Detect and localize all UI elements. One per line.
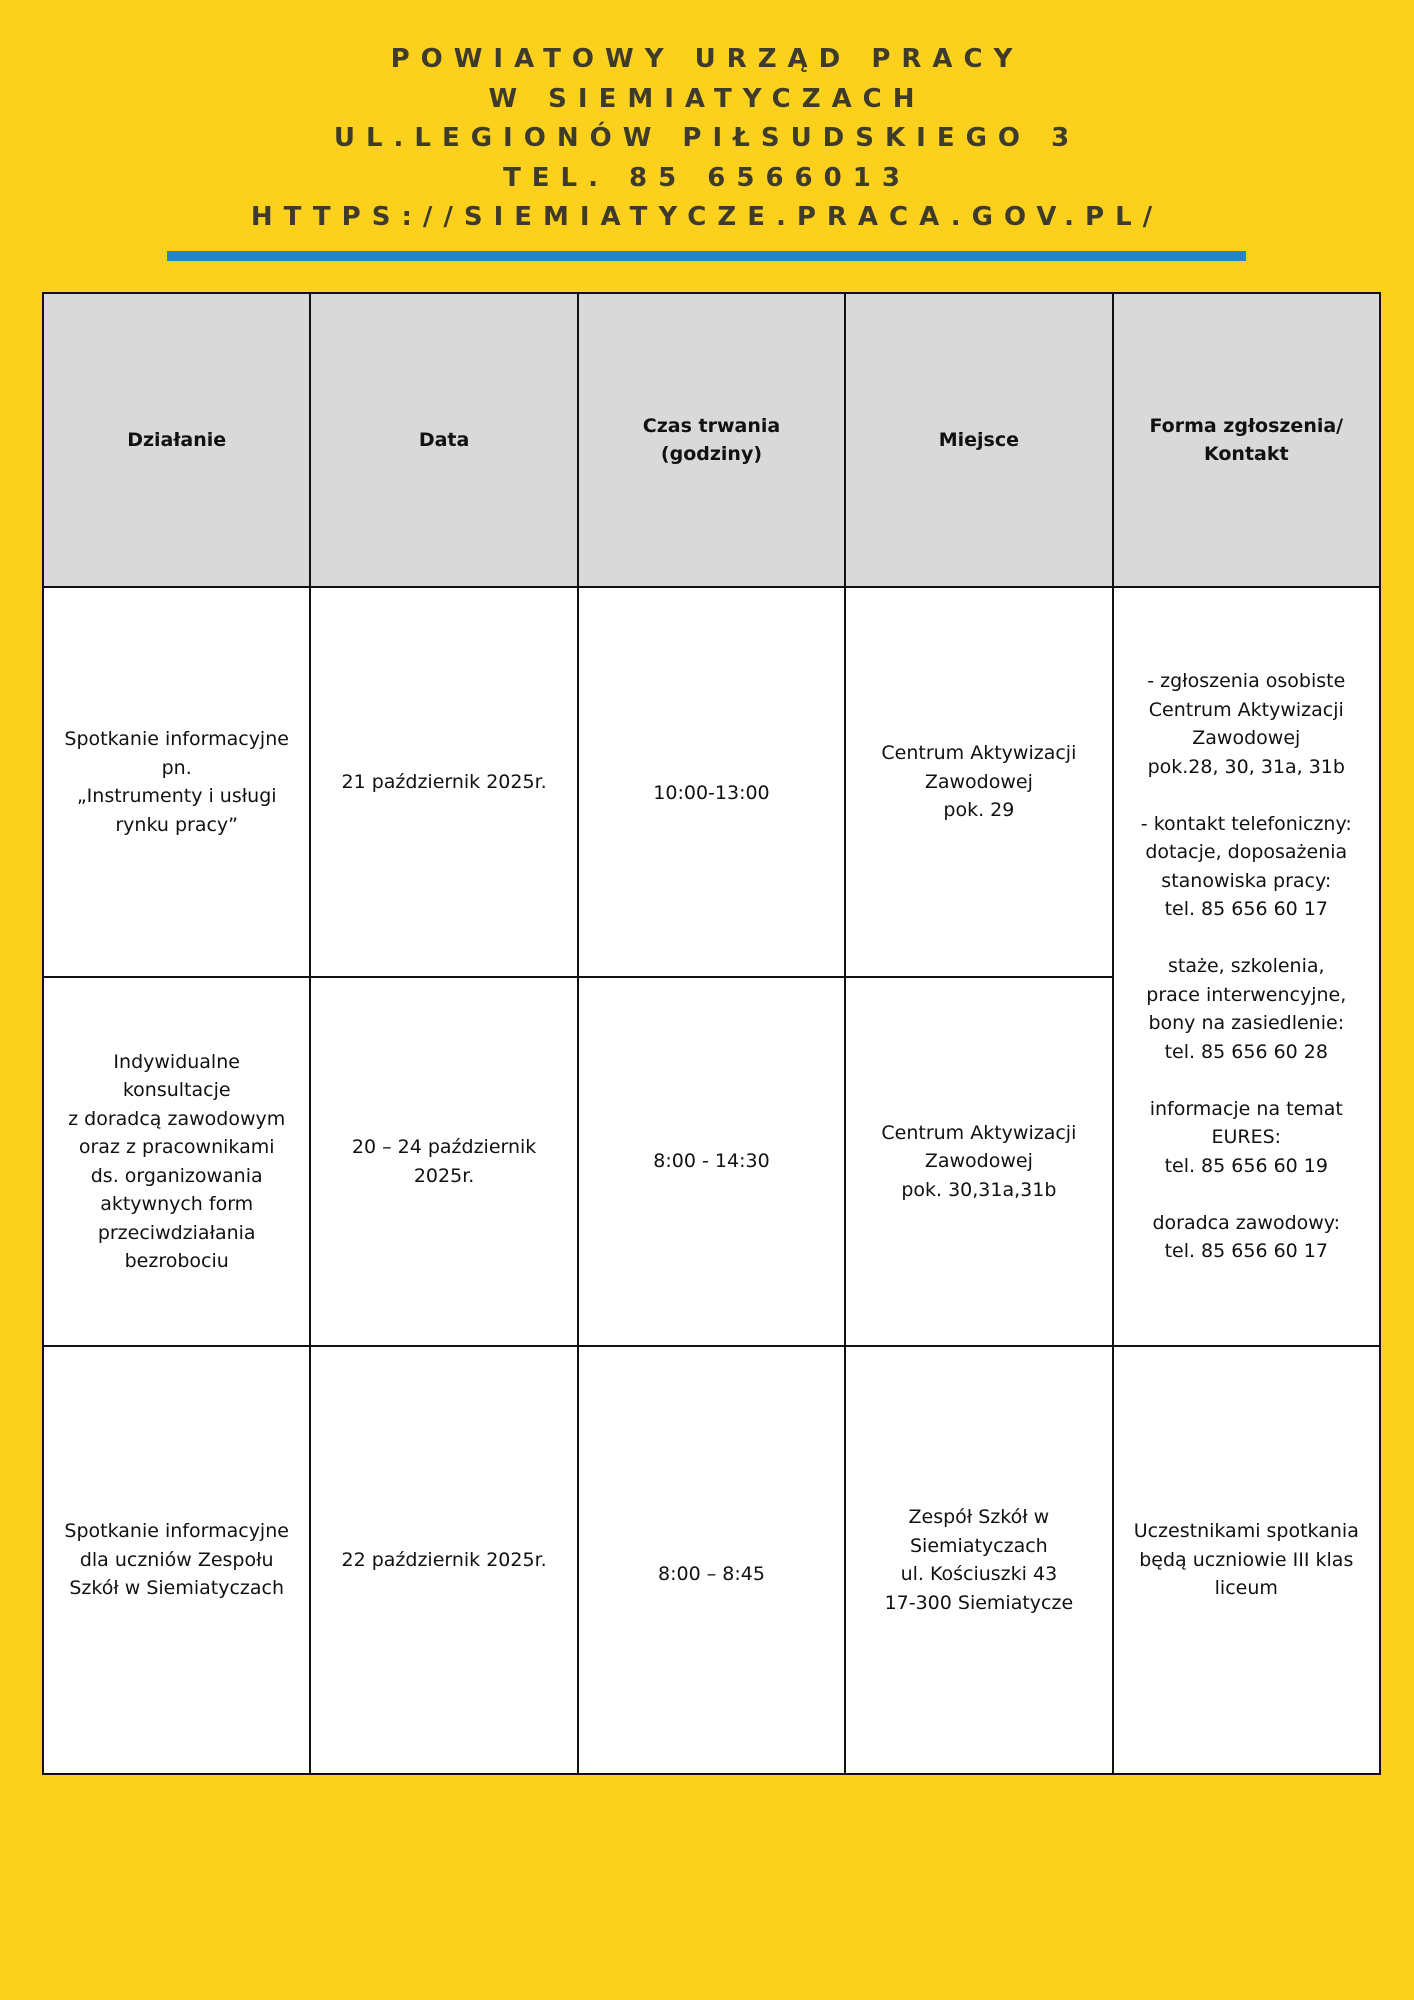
column-header-miejsce: Miejsce	[844, 292, 1114, 588]
cell-kontakt: Uczestnikami spotkania będą uczniowie II…	[1111, 1345, 1382, 1775]
cell-data: 22 październik 2025r.	[309, 1345, 579, 1775]
cell-dzialanie: Indywidualne konsultacje z doradcą zawod…	[41, 976, 312, 1347]
office-city: W SIEMIATYCZACH	[488, 83, 926, 114]
office-address: UL.LEGIONÓW PIŁSUDSKIEGO 3	[333, 123, 1081, 153]
cell-czas: 10:00-13:00	[576, 586, 847, 978]
cell-dzialanie: Spotkanie informacyjne dla uczniów Zespo…	[41, 1345, 312, 1775]
column-header-kontakt: Forma zgłoszenia/ Kontakt	[1111, 292, 1382, 588]
table-row: Spotkanie informacyjne pn. „Instrumenty …	[41, 586, 1382, 1347]
cell-czas: 8:00 – 8:45	[576, 1345, 847, 1775]
column-header-data: Data	[309, 292, 579, 588]
page-header: POWIATOWY URZĄD PRACY W SIEMIATYCZACH UL…	[0, 40, 1414, 238]
column-header-dzialanie: Działanie	[41, 292, 312, 588]
office-name: POWIATOWY URZĄD PRACY	[390, 44, 1024, 74]
table-row: Spotkanie informacyjne dla uczniów Zespo…	[41, 1345, 1382, 1775]
cell-czas: 8:00 - 14:30	[576, 976, 847, 1347]
cell-miejsce: Centrum Aktywizacji Zawodowej pok. 30,31…	[844, 976, 1114, 1347]
schedule-table: Działanie Data Czas trwania (godziny) Mi…	[41, 292, 1382, 1775]
cell-miejsce: Zespół Szkół w Siemiatyczach ul. Kościus…	[844, 1345, 1114, 1775]
cell-data: 20 – 24 październik 2025r.	[309, 976, 579, 1347]
cell-kontakt-shared: - zgłoszenia osobiste Centrum Aktywizacj…	[1111, 586, 1382, 1347]
office-website: HTTPS://SIEMIATYCZE.PRACA.GOV.PL/	[250, 202, 1164, 232]
cell-miejsce: Centrum Aktywizacji Zawodowej pok. 29	[844, 586, 1114, 978]
office-phone: TEL. 85 6566013	[503, 162, 911, 193]
table-header-row: Działanie Data Czas trwania (godziny) Mi…	[41, 292, 1382, 588]
accent-divider	[167, 251, 1246, 261]
cell-data: 21 październik 2025r.	[309, 586, 579, 978]
table-row: Indywidualne konsultacje z doradcą zawod…	[41, 976, 1380, 1347]
column-header-czas: Czas trwania (godziny)	[576, 292, 847, 588]
cell-dzialanie: Spotkanie informacyjne pn. „Instrumenty …	[41, 586, 312, 978]
